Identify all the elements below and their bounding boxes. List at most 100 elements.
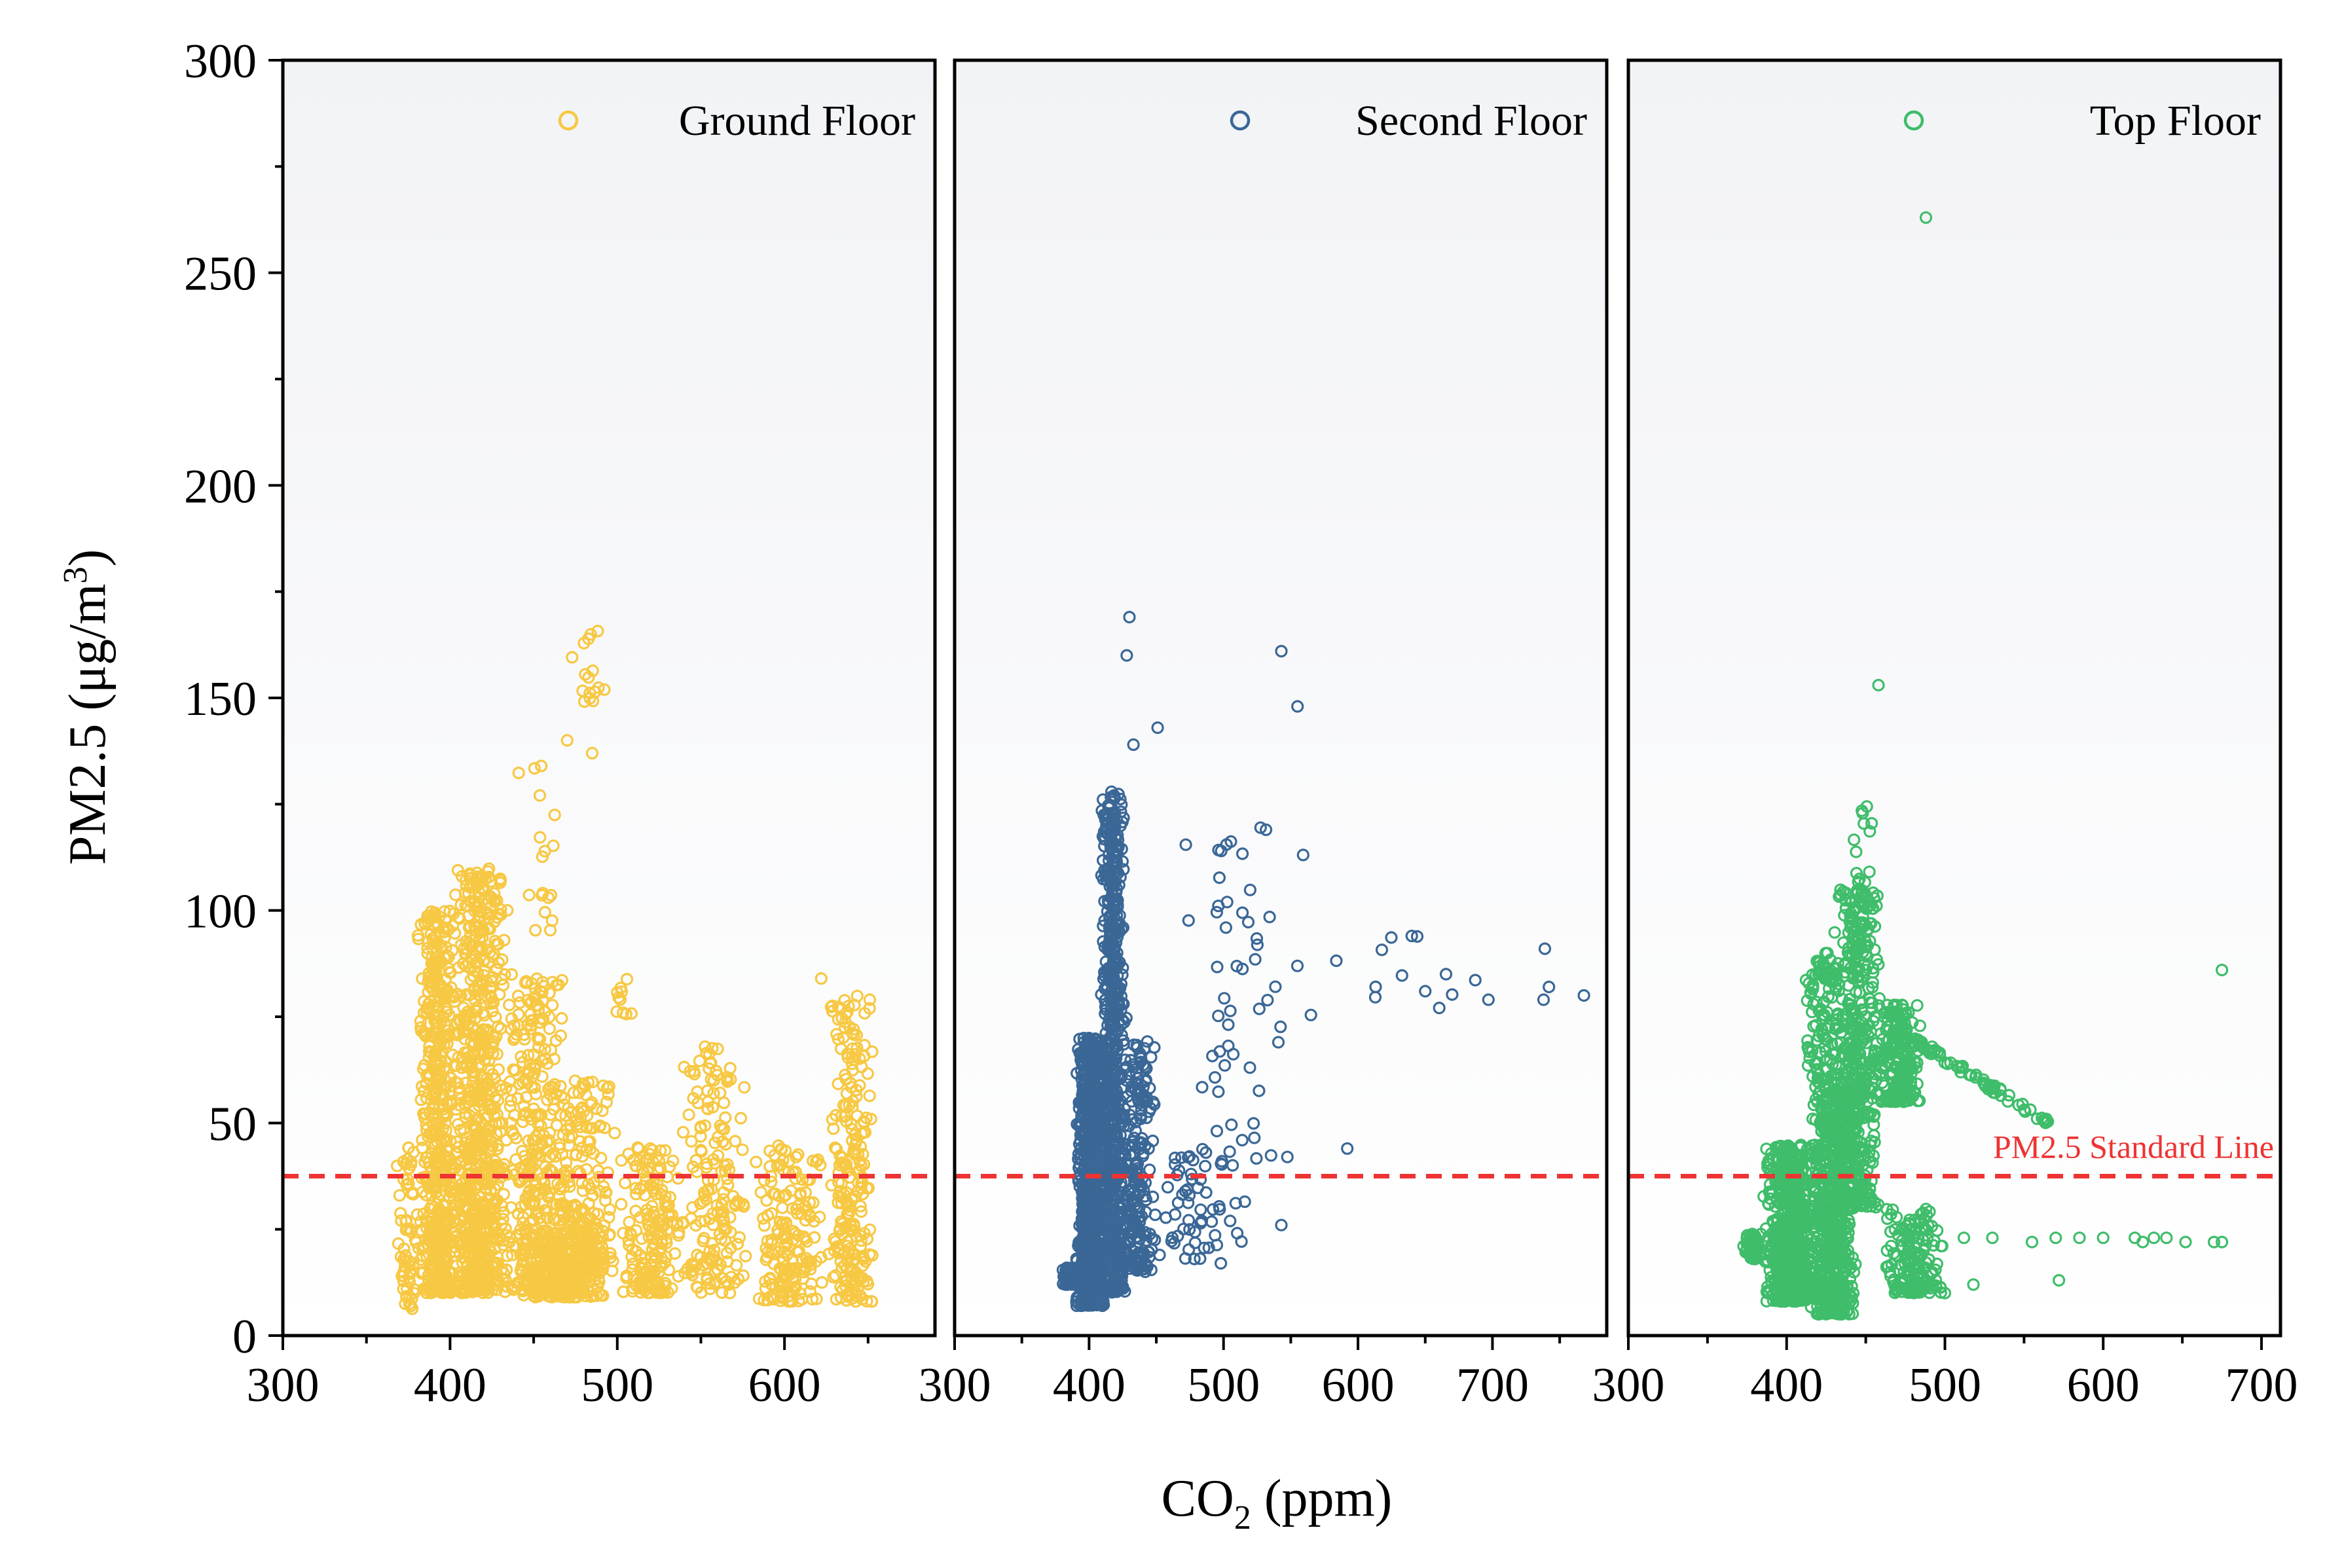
- data-point: [803, 1285, 816, 1298]
- data-point: [865, 1295, 878, 1308]
- data-point: [1099, 1051, 1112, 1064]
- data-point: [458, 1098, 471, 1111]
- data-point: [1072, 1152, 1085, 1166]
- data-point: [1105, 1146, 1119, 1159]
- data-point: [1251, 938, 1264, 951]
- data-point: [474, 870, 487, 883]
- data-point: [763, 1271, 777, 1285]
- data-point: [689, 1154, 703, 1167]
- data-point: [489, 1010, 502, 1024]
- data-point: [520, 976, 534, 989]
- data-point: [790, 1203, 803, 1216]
- data-point: [425, 951, 439, 964]
- data-point: [428, 1201, 441, 1214]
- data-point: [739, 1249, 752, 1263]
- data-point: [1082, 1132, 1095, 1146]
- data-point: [1132, 1204, 1146, 1218]
- data-point: [807, 1196, 820, 1209]
- data-point: [528, 1262, 541, 1275]
- data-point: [1099, 1187, 1112, 1201]
- data-point: [688, 1067, 701, 1081]
- legend-marker: [558, 110, 579, 131]
- series-points: [1056, 610, 1590, 1313]
- data-point: [472, 988, 485, 1002]
- data-point: [1082, 1243, 1095, 1256]
- data-point: [1101, 816, 1114, 829]
- data-point: [1122, 1226, 1135, 1240]
- data-point: [858, 1007, 871, 1020]
- data-point: [401, 1152, 414, 1166]
- data-point: [655, 1213, 668, 1226]
- data-point: [678, 1266, 691, 1279]
- data-point: [427, 977, 441, 991]
- data-point: [1105, 1110, 1118, 1123]
- data-point: [505, 1084, 518, 1097]
- data-point: [719, 1138, 733, 1151]
- panel-background: [283, 60, 935, 1336]
- data-point: [856, 1259, 870, 1272]
- data-point: [1101, 1270, 1114, 1283]
- data-point: [1194, 1252, 1207, 1266]
- data-point: [1129, 1116, 1143, 1129]
- data-point: [586, 1221, 599, 1235]
- data-point: [485, 990, 498, 1004]
- data-point: [486, 996, 500, 1010]
- data-point: [438, 1031, 451, 1044]
- data-point: [1088, 1133, 1101, 1146]
- data-point: [603, 1228, 616, 1241]
- data-point: [616, 1006, 630, 1019]
- data-point: [560, 1226, 574, 1239]
- data-point: [1105, 907, 1118, 921]
- data-point: [834, 1254, 847, 1268]
- data-point: [1077, 1045, 1090, 1058]
- data-point: [526, 1160, 540, 1173]
- data-point: [778, 1245, 791, 1258]
- data-point: [815, 972, 828, 985]
- data-point: [590, 1102, 603, 1116]
- data-point: [451, 1076, 464, 1089]
- data-point: [1135, 1180, 1148, 1193]
- data-point: [529, 1087, 543, 1101]
- data-point: [761, 1234, 774, 1248]
- data-point: [608, 1127, 621, 1140]
- data-point: [761, 1250, 774, 1264]
- data-point: [625, 1250, 638, 1264]
- data-point: [841, 1235, 854, 1248]
- data-point: [832, 1189, 845, 1202]
- data-point: [824, 1000, 838, 1013]
- data-point: [1130, 1038, 1143, 1051]
- data-point: [717, 1186, 730, 1199]
- data-point: [421, 941, 434, 955]
- data-point: [416, 1133, 429, 1146]
- data-point: [754, 1186, 767, 1199]
- data-point: [1161, 1180, 1175, 1194]
- data-point: [468, 1104, 481, 1117]
- data-point: [1122, 1138, 1135, 1151]
- data-point: [1142, 1142, 1155, 1156]
- data-point: [503, 1075, 517, 1088]
- data-point: [1165, 1231, 1179, 1245]
- data-point: [693, 1054, 706, 1068]
- data-point: [579, 1144, 593, 1158]
- data-point: [783, 1264, 797, 1277]
- data-point: [530, 972, 543, 985]
- data-point: [458, 1286, 471, 1300]
- data-point: [434, 1129, 447, 1142]
- data-point: [1126, 1227, 1140, 1241]
- data-point: [593, 1119, 607, 1133]
- data-point: [433, 1099, 446, 1112]
- data-point: [508, 1108, 521, 1121]
- data-point: [538, 905, 551, 919]
- data-point: [765, 1207, 778, 1220]
- data-point: [615, 1197, 628, 1211]
- data-point: [514, 1264, 527, 1277]
- data-point: [615, 1154, 628, 1167]
- data-point: [1105, 1237, 1119, 1250]
- data-point: [662, 1264, 676, 1277]
- data-point: [466, 1118, 479, 1131]
- data-point: [593, 1236, 606, 1249]
- data-point: [495, 972, 508, 986]
- data-point: [536, 888, 549, 902]
- data-point: [847, 1146, 860, 1159]
